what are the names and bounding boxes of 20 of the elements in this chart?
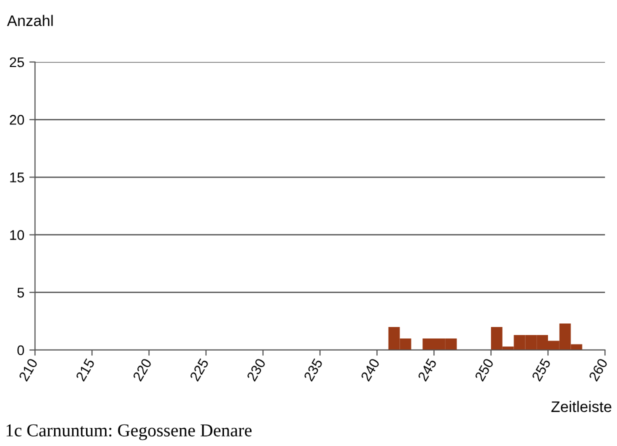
y-tick-label: 10 bbox=[10, 230, 24, 240]
x-tick-label: 210 bbox=[18, 358, 38, 382]
y-tick-label: 0 bbox=[17, 345, 24, 356]
x-axis-title: Zeitleiste bbox=[551, 400, 612, 412]
x-tick-label: 225 bbox=[189, 358, 209, 382]
x-tick-label: 240 bbox=[360, 358, 380, 382]
x-tick-label: 235 bbox=[303, 358, 323, 382]
x-tick-label: 250 bbox=[474, 358, 494, 382]
y-tick-label: 15 bbox=[10, 172, 24, 182]
x-tick-label: 260 bbox=[588, 358, 608, 382]
x-tick-label: 215 bbox=[75, 358, 95, 382]
x-tick-label: 220 bbox=[132, 358, 152, 382]
y-tick-label: 20 bbox=[10, 114, 24, 125]
x-tick-label: 230 bbox=[246, 358, 266, 382]
y-axis-title: Anzahl bbox=[7, 14, 53, 26]
y-tick-label: 25 bbox=[10, 57, 24, 68]
y-tick-label: 5 bbox=[17, 288, 24, 298]
x-tick-label: 245 bbox=[417, 358, 437, 382]
text: 1c Carnuntum: Gegossene Denare bbox=[6, 424, 252, 440]
x-tick-label: 255 bbox=[531, 358, 551, 382]
